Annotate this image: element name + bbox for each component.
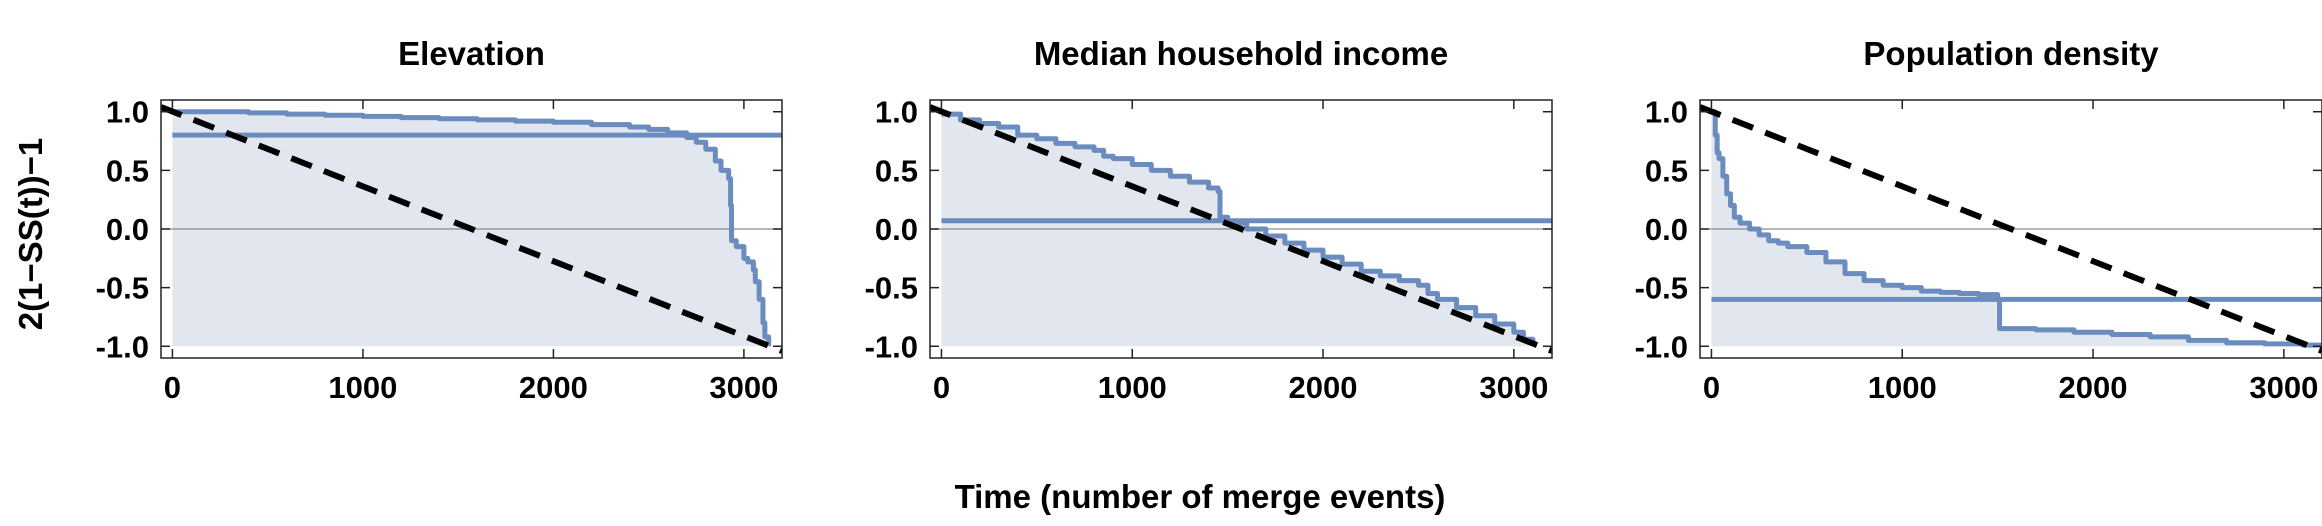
x-tick-label: 2000 bbox=[2059, 370, 2128, 405]
y-axis-label: 2(1−SS(t))−1 bbox=[12, 138, 49, 331]
x-tick-label: 2000 bbox=[1289, 370, 1358, 405]
y-tick-label: -0.5 bbox=[1635, 271, 1688, 306]
plot-area bbox=[161, 104, 782, 354]
panel-title: Median household income bbox=[1034, 35, 1448, 72]
y-tick-label: 1.0 bbox=[1645, 95, 1688, 130]
y-tick-label: 1.0 bbox=[106, 95, 149, 130]
x-tick-label: 0 bbox=[1703, 370, 1720, 405]
empirical-curve bbox=[1711, 109, 2322, 348]
panel-median-household-income: Median household income 1.0 0.5 0.0 -0.5 -1.0… bbox=[865, 35, 1553, 405]
x-tick-label: 3000 bbox=[1479, 370, 1548, 405]
y-tick-label: -0.5 bbox=[865, 271, 918, 306]
reference-diagonal-line bbox=[1700, 104, 2322, 354]
x-axis-label: Time (number of merge events) bbox=[955, 478, 1446, 515]
y-tick-label: 0.0 bbox=[106, 212, 149, 247]
y-tick-label: 0.0 bbox=[875, 212, 918, 247]
reference-diagonal-line bbox=[161, 104, 782, 354]
y-tick-label: -1.0 bbox=[96, 329, 149, 364]
y-tick-label: 1.0 bbox=[875, 95, 918, 130]
x-tick-label: 3000 bbox=[709, 370, 778, 405]
empirical-curve bbox=[172, 109, 772, 347]
y-tick-label: -1.0 bbox=[1635, 329, 1688, 364]
y-tick-label: 0.5 bbox=[106, 153, 149, 188]
x-tick-label: 2000 bbox=[519, 370, 588, 405]
x-tick-label: 0 bbox=[933, 370, 950, 405]
plot-area bbox=[1700, 104, 2322, 354]
y-tick-label: 0.5 bbox=[1645, 153, 1688, 188]
reference-diagonal-line bbox=[930, 104, 1552, 354]
y-tick-label: -1.0 bbox=[865, 329, 918, 364]
plot-area bbox=[930, 104, 1552, 354]
x-tick-label: 3000 bbox=[2249, 370, 2318, 405]
y-tick-label: 0.5 bbox=[875, 153, 918, 188]
x-tick-label: 1000 bbox=[1098, 370, 1167, 405]
x-tick-label: 1000 bbox=[328, 370, 397, 405]
area-fill bbox=[1711, 111, 2322, 347]
panel-population-density: Population density 1.0 0.5 0.0 -0.5 -1.0 0 1000… bbox=[1635, 35, 2322, 405]
panel-elevation: Elevation 1.0 0.5 0.0 -0.5 -1.0 0 1000 2000 3000 bbox=[96, 35, 783, 405]
y-tick-label: 0.0 bbox=[1645, 212, 1688, 247]
panel-title: Population density bbox=[1863, 35, 2159, 72]
panel-title: Elevation bbox=[398, 35, 545, 72]
x-tick-label: 0 bbox=[164, 370, 181, 405]
y-tick-label: -0.5 bbox=[96, 271, 149, 306]
x-tick-label: 1000 bbox=[1868, 370, 1937, 405]
